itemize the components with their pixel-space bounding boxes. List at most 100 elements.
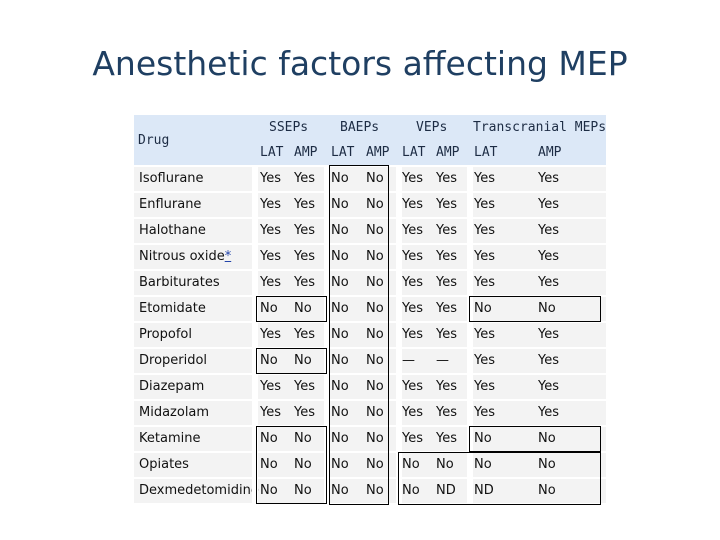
table-cell: No [331,457,349,472]
table-row [134,323,606,347]
drug-name: Halothane [139,223,206,238]
table-cell: Yes [260,171,281,186]
table-row [134,453,606,477]
footnote-link[interactable]: * [224,249,232,264]
table-cell: Yes [402,431,423,446]
table-cell: ND [474,483,494,498]
table-cell: No [474,431,492,446]
table-cell: — [402,353,415,368]
highlight-box [469,426,601,452]
table-cell: No [538,483,556,498]
table-cell: No [474,457,492,472]
table-cell: No [366,405,384,420]
drug-name: Droperidol [139,353,207,368]
table-row [134,193,606,217]
table-cell: Yes [538,379,559,394]
table-cell: Yes [402,275,423,290]
table-cell: No [294,457,312,472]
drug-name: Enflurane [139,197,201,212]
table-cell: No [366,223,384,238]
table-cell: Yes [260,379,281,394]
table-cell: No [331,301,349,316]
table-cell: No [436,457,454,472]
highlight-box [256,296,327,322]
highlight-box [256,426,327,504]
table-cell: Yes [436,197,457,212]
table-cell: Yes [294,379,315,394]
table-row [134,375,606,399]
drug-name-text: Droperidol [139,353,208,368]
table-cell: Yes [436,249,457,264]
table-cell: No [366,457,384,472]
table-cell: Yes [474,353,495,368]
table-cell: No [366,483,384,498]
table-cell: Yes [402,197,423,212]
table-cell: Yes [538,405,559,420]
subheader-1: AMP [294,145,318,160]
table-cell: Yes [402,249,423,264]
table-cell: No [260,431,278,446]
table-cell: No [331,379,349,394]
table-cell: Yes [538,327,559,342]
table-cell: Yes [436,327,457,342]
drug-name: Ketamine [139,431,200,446]
table-row [134,219,606,243]
table-cell: Yes [294,197,315,212]
table-cell: Yes [436,275,457,290]
drug-name-text: Opiates [139,457,189,472]
subheader-3: AMP [366,145,390,160]
table-cell: No [366,353,384,368]
table-cell: Yes [474,379,495,394]
column-gap [324,165,330,505]
table-cell: No [366,431,384,446]
table-cell: No [331,431,349,446]
table-cell: Yes [260,405,281,420]
table-cell: Yes [294,223,315,238]
table-cell: No [331,327,349,342]
table-cell: Yes [260,249,281,264]
table-row [134,245,606,269]
drug-name-text: Isoflurane [139,171,204,186]
subheader-6: LAT [474,145,498,160]
table-cell: ND [436,483,456,498]
table-row [134,271,606,295]
drug-name: Diazepam [139,379,204,394]
table-cell: No [331,353,349,368]
table-cell: Yes [474,249,495,264]
table-cell: Yes [474,223,495,238]
table-cell: Yes [294,327,315,342]
highlight-box [329,165,389,505]
table-cell: Yes [402,223,423,238]
table-cell: Yes [474,405,495,420]
table-cell: Yes [538,275,559,290]
table-cell: No [331,483,349,498]
drug-name-text: Etomidate [139,301,206,316]
column-gap [467,165,473,505]
drug-name: Nitrous oxide* [139,249,231,264]
table-cell: No [331,171,349,186]
table-cell: Yes [294,405,315,420]
table-cell: Yes [294,249,315,264]
table-cell: Yes [260,275,281,290]
drug-name: Propofol [139,327,192,342]
group-header-transcranial-meps: Transcranial MEPs [473,120,607,135]
table-cell: Yes [538,197,559,212]
table-cell: Yes [474,171,495,186]
table-cell: Yes [436,379,457,394]
table-cell: Yes [538,353,559,368]
drug-name: Etomidate [139,301,206,316]
table-cell: Yes [538,249,559,264]
table-row [134,427,606,451]
drug-name-text: Midazolam [139,405,210,420]
table-cell: Yes [260,223,281,238]
group-header-veps: VEPs [416,120,448,135]
drug-name: Midazolam [139,405,209,420]
drug-name: Opiates [139,457,189,472]
table-cell: Yes [436,223,457,238]
table-cell: No [538,301,556,316]
drug-column-header: Drug [138,133,170,148]
subheader-0: LAT [260,145,284,160]
table-cell: No [331,249,349,264]
table-cell: Yes [474,197,495,212]
table-cell: Yes [260,327,281,342]
